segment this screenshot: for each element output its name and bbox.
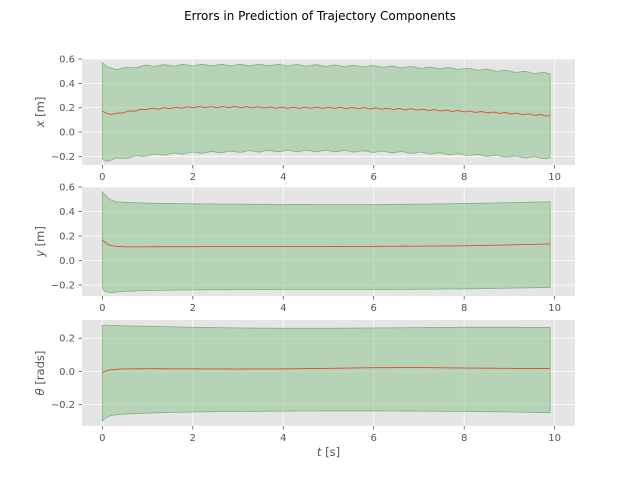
y-tick-label-1-0: −0.2 [51, 152, 75, 163]
y-tick-label-1-4: 0.6 [59, 55, 75, 66]
x-tick-label-2-1: 2 [190, 303, 196, 314]
subplots: 0 2 4 6 8 10−0.20.00.20.40.6x [m]0 2 4 6 8 10−0.20… [33, 55, 575, 459]
x-tick-label-2-4: 8 [461, 303, 467, 314]
x-tick-label-3-2: 4 [280, 433, 286, 444]
x-tick-label-3-4: 8 [461, 433, 467, 444]
x-tick-label-2-2: 4 [280, 303, 286, 314]
x-tick-label-1-1: 2 [190, 172, 196, 183]
y-tick-label-3-1: 0.0 [59, 367, 75, 378]
y-axis-label-unit-2: [m] [33, 226, 47, 250]
x-axis-label-3: t [s] [317, 445, 340, 459]
y-axis-label-symbol-2: y [33, 250, 47, 258]
subplot-3: 0 2 4 6 8 10 −0.2 0.0 0.2 θ [rads] t [s] [33, 320, 575, 459]
x-tick-label-3-1: 2 [190, 433, 196, 444]
x-axis-label-symbol-3: t [317, 445, 322, 459]
y-tick-label-2-1: 0.0 [59, 256, 75, 267]
x-tick-label-1-0: 0 [99, 172, 105, 183]
subplot-1: 0 2 4 6 8 10 −0.2 0.0 0.2 0.4 0.6 x [m] [33, 55, 575, 183]
x-tick-label-2-0: 0 [99, 303, 105, 314]
error-band-2-0 [101, 190, 551, 293]
y-axis-label-unit-3: [rads] [33, 351, 47, 389]
x-tick-label-1-4: 8 [461, 172, 467, 183]
y-tick-label-1-1: 0.0 [59, 128, 75, 139]
y-axis-label-3: θ [rads] [33, 351, 47, 396]
error-band-3-0 [101, 324, 551, 423]
y-tick-label-1-2: 0.2 [59, 103, 75, 114]
mean-line-1-0 [102, 106, 551, 117]
x-tick-label-3-5: 10 [548, 433, 561, 444]
y-axis-label-unit-1: [m] [33, 97, 47, 121]
figure-title: Errors in Prediction of Trajectory Compo… [184, 9, 456, 23]
y-tick-label-2-2: 0.2 [59, 231, 75, 242]
y-tick-label-2-0: −0.2 [51, 280, 75, 291]
x-tick-label-3-3: 6 [371, 433, 377, 444]
y-axis-label-2: y [m] [33, 226, 47, 258]
y-tick-label-3-0: −0.2 [51, 400, 75, 411]
y-tick-label-2-4: 0.6 [59, 183, 75, 194]
x-tick-label-1-5: 10 [548, 172, 561, 183]
y-tick-label-2-3: 0.4 [59, 207, 75, 218]
x-tick-label-1-3: 6 [371, 172, 377, 183]
error-band-1-0 [101, 61, 551, 162]
y-tick-label-3-2: 0.2 [59, 334, 75, 345]
x-tick-label-1-2: 4 [280, 172, 286, 183]
y-axis-label-symbol-1: x [33, 120, 47, 128]
x-tick-label-2-5: 10 [548, 303, 561, 314]
y-axis-label-symbol-3: θ [33, 388, 47, 395]
y-axis-label-1: x [m] [33, 97, 47, 129]
mean-line-2-0 [102, 239, 551, 248]
subplot-2: 0 2 4 6 8 10 −0.2 0.0 0.2 0.4 0.6 y [m] [33, 183, 575, 314]
x-axis-label-unit-3: [s] [321, 445, 340, 459]
y-tick-label-1-3: 0.4 [59, 79, 75, 90]
mean-line-3-0 [102, 367, 551, 374]
x-tick-label-2-3: 6 [371, 303, 377, 314]
x-tick-label-3-0: 0 [99, 433, 105, 444]
